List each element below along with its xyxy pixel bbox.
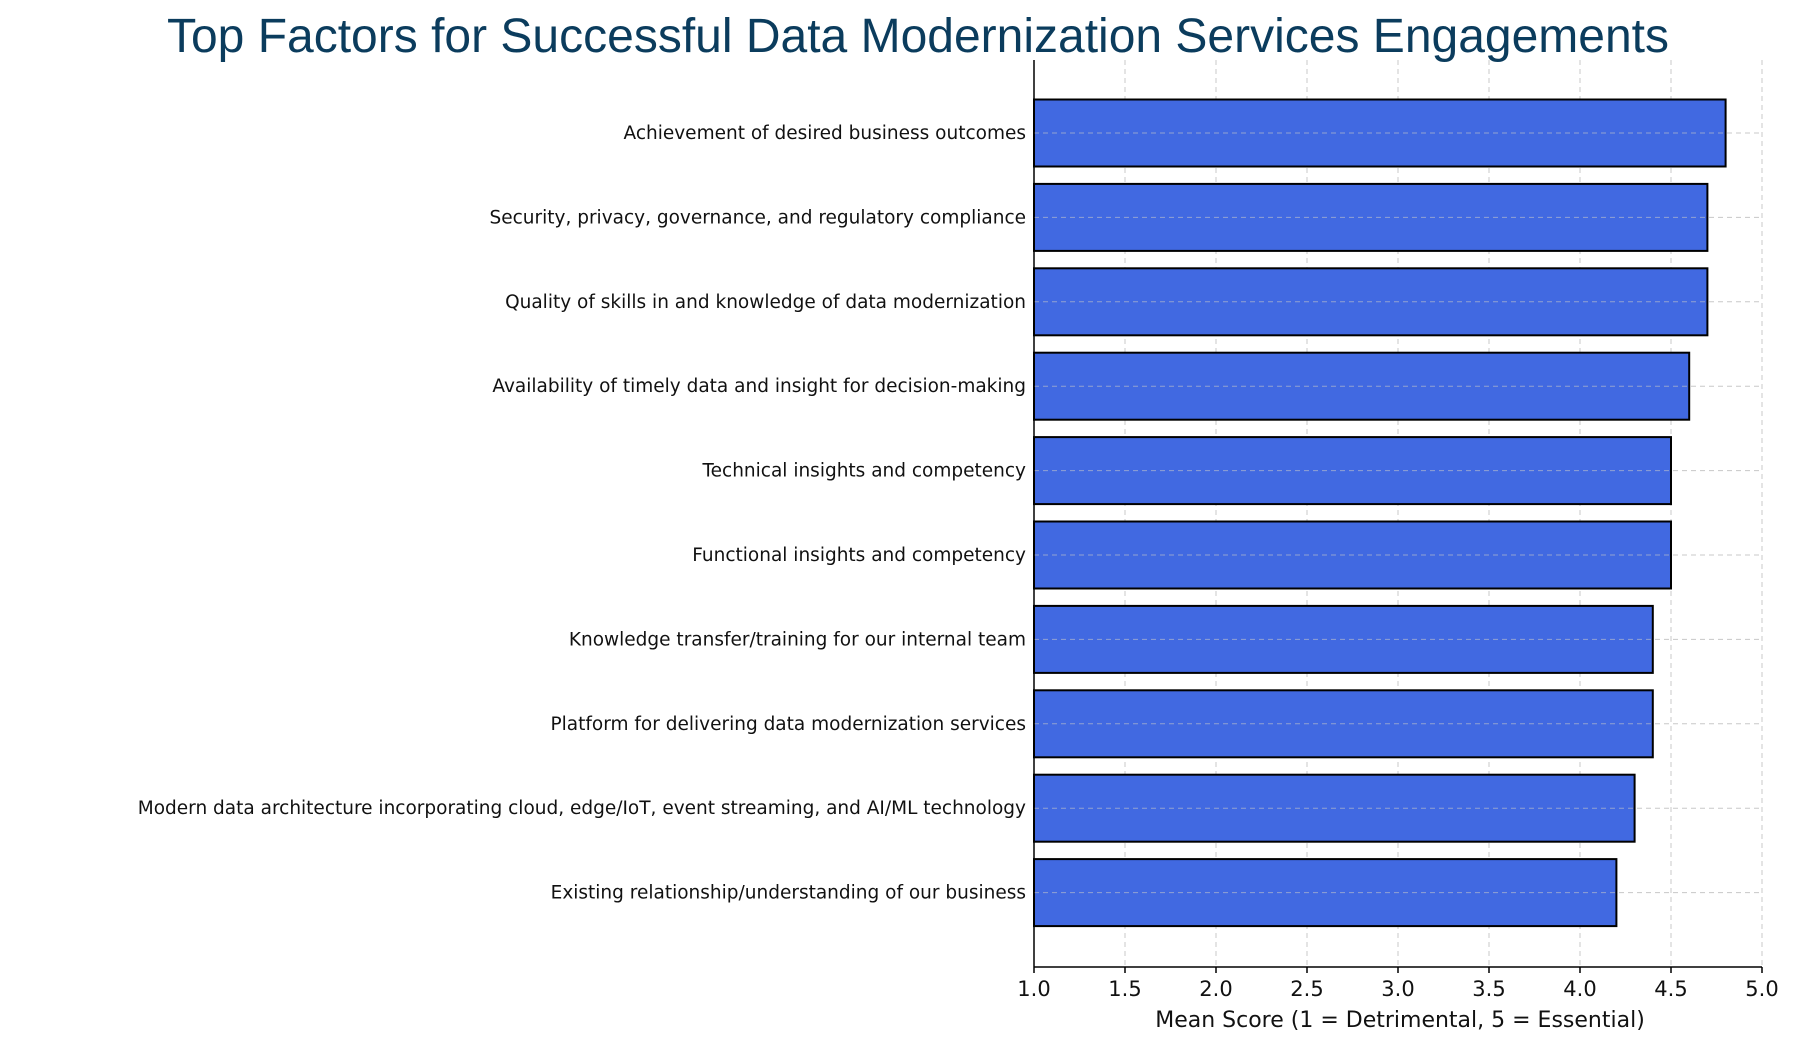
x-tick-label: 2.5 <box>1290 977 1323 1001</box>
y-tick-label: Quality of skills in and knowledge of da… <box>505 292 1026 313</box>
y-tick-label: Functional insights and competency <box>692 545 1026 566</box>
y-tick-label: Achievement of desired business outcomes <box>623 123 1026 144</box>
axes <box>1033 60 1763 973</box>
bars <box>1033 98 1727 928</box>
x-tick-label: 5.0 <box>1745 977 1778 1001</box>
y-tick-label: Modern data architecture incorporating c… <box>138 798 1026 819</box>
x-tick-label: 1.0 <box>1017 977 1050 1001</box>
x-tick-label: 4.5 <box>1654 977 1687 1001</box>
y-tick-label: Security, privacy, governance, and regul… <box>489 207 1026 228</box>
x-tick-label: 3.0 <box>1381 977 1414 1001</box>
y-tick-labels: Achievement of desired business outcomes… <box>138 123 1026 904</box>
y-tick-label: Availability of timely data and insight … <box>492 376 1026 397</box>
x-tick-label: 1.5 <box>1108 977 1141 1001</box>
x-tick-label: 3.5 <box>1472 977 1505 1001</box>
y-tick-label: Knowledge transfer/training for our inte… <box>569 629 1026 650</box>
x-axis-label: Mean Score (1 = Detrimental, 5 = Essenti… <box>1155 1008 1645 1033</box>
y-tick-label: Existing relationship/understanding of o… <box>551 883 1026 904</box>
x-tick-labels: 1.0 1.5 2.0 2.5 3.0 3.5 4.0 4.5 5.0 <box>1017 977 1778 1001</box>
y-tick-label: Platform for delivering data modernizati… <box>551 714 1026 735</box>
y-tick-label: Technical insights and competency <box>701 461 1026 482</box>
x-tick-label: 4.0 <box>1563 977 1596 1001</box>
x-tick-label: 2.0 <box>1199 977 1232 1001</box>
chart-title: Top Factors for Successful Data Moderniz… <box>167 10 1669 63</box>
